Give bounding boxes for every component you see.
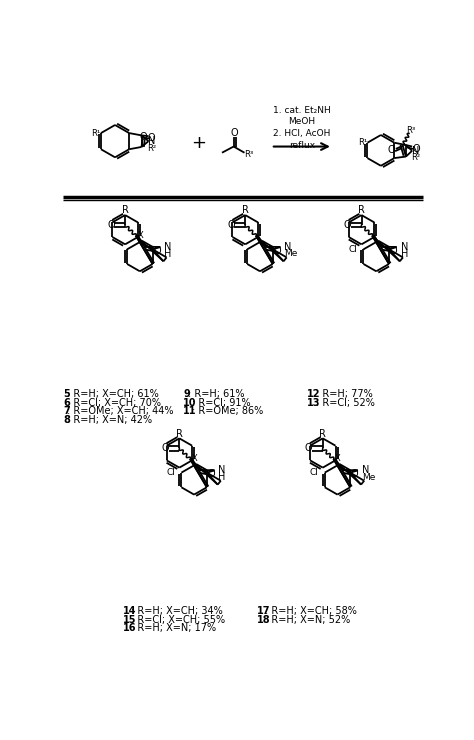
Text: H: H bbox=[164, 249, 172, 259]
Text: : R=Cl; X=CH; 70%: : R=Cl; X=CH; 70% bbox=[67, 397, 161, 408]
Text: MeOH: MeOH bbox=[288, 118, 315, 127]
Text: reflux: reflux bbox=[289, 141, 315, 149]
Text: : R=H; X=CH; 34%: : R=H; X=CH; 34% bbox=[131, 606, 223, 616]
Text: R³: R³ bbox=[244, 149, 253, 159]
Text: 8: 8 bbox=[63, 414, 70, 425]
Text: : R=H; X=CH; 61%: : R=H; X=CH; 61% bbox=[67, 389, 159, 399]
Text: R: R bbox=[122, 206, 128, 215]
Text: O: O bbox=[390, 246, 397, 255]
Text: Cl: Cl bbox=[166, 468, 175, 477]
Text: Cl: Cl bbox=[310, 468, 319, 477]
Text: : R=H; 61%: : R=H; 61% bbox=[188, 389, 244, 399]
Text: O: O bbox=[108, 220, 115, 230]
Text: R¹: R¹ bbox=[358, 138, 367, 147]
Text: H: H bbox=[219, 472, 226, 482]
Text: 6: 6 bbox=[63, 397, 70, 408]
Text: 15: 15 bbox=[123, 615, 137, 625]
Text: N: N bbox=[219, 465, 226, 475]
Text: O: O bbox=[351, 469, 358, 479]
Text: R²: R² bbox=[410, 153, 420, 162]
Text: Me: Me bbox=[362, 473, 375, 482]
Text: X: X bbox=[137, 231, 143, 240]
Text: N: N bbox=[401, 242, 408, 252]
Text: O: O bbox=[387, 145, 395, 155]
Text: 13: 13 bbox=[307, 397, 321, 408]
Text: O: O bbox=[230, 129, 238, 138]
Text: O: O bbox=[273, 246, 281, 255]
Text: O: O bbox=[228, 220, 235, 230]
Text: R: R bbox=[176, 428, 183, 439]
Text: : R=OMe; 86%: : R=OMe; 86% bbox=[192, 406, 263, 416]
Text: : R=OMe; X=CH; 44%: : R=OMe; X=CH; 44% bbox=[67, 406, 174, 416]
Text: N: N bbox=[362, 465, 369, 475]
Text: 2. HCl, AcOH: 2. HCl, AcOH bbox=[273, 129, 330, 138]
Text: 10: 10 bbox=[183, 397, 197, 408]
Text: N: N bbox=[164, 242, 172, 252]
Text: O: O bbox=[148, 132, 155, 143]
Text: X: X bbox=[335, 454, 341, 463]
Text: N: N bbox=[148, 136, 155, 147]
Text: O: O bbox=[412, 144, 420, 154]
Text: 1. cat. Et₂NH: 1. cat. Et₂NH bbox=[273, 106, 331, 115]
Text: : R=Cl; 91%: : R=Cl; 91% bbox=[192, 397, 250, 408]
Text: : R=H; 77%: : R=H; 77% bbox=[316, 389, 373, 399]
Text: 17: 17 bbox=[257, 606, 270, 616]
Text: N: N bbox=[284, 242, 292, 252]
Text: O: O bbox=[162, 443, 169, 454]
Text: X: X bbox=[191, 454, 197, 463]
Text: 16: 16 bbox=[123, 623, 137, 633]
Text: O: O bbox=[153, 246, 161, 255]
Text: : R=Cl; X=CH; 55%: : R=Cl; X=CH; 55% bbox=[131, 615, 226, 625]
Text: O: O bbox=[207, 469, 215, 479]
Text: 7: 7 bbox=[63, 406, 70, 416]
Text: 11: 11 bbox=[183, 406, 197, 416]
Text: R: R bbox=[358, 206, 365, 215]
Text: Me: Me bbox=[284, 249, 298, 258]
Text: O: O bbox=[139, 132, 147, 142]
Text: N: N bbox=[411, 146, 419, 156]
Text: R³: R³ bbox=[406, 126, 415, 135]
Text: Cl: Cl bbox=[348, 245, 357, 254]
Text: +: + bbox=[191, 134, 206, 152]
Text: : R=H; X=N; 17%: : R=H; X=N; 17% bbox=[131, 623, 217, 633]
Text: H: H bbox=[401, 249, 408, 259]
Text: 18: 18 bbox=[257, 615, 271, 625]
Text: : R=H; X=CH; 58%: : R=H; X=CH; 58% bbox=[265, 606, 357, 616]
Text: : R=H; X=N; 42%: : R=H; X=N; 42% bbox=[67, 414, 153, 425]
Text: O: O bbox=[344, 220, 351, 230]
Text: : R=H; X=N; 52%: : R=H; X=N; 52% bbox=[265, 615, 351, 625]
Text: 14: 14 bbox=[123, 606, 137, 616]
Text: O: O bbox=[305, 443, 313, 454]
Text: R²: R² bbox=[147, 144, 156, 152]
Text: R: R bbox=[242, 206, 249, 215]
Text: R: R bbox=[319, 428, 326, 439]
Text: 9: 9 bbox=[183, 389, 190, 399]
Text: : R=Cl; 52%: : R=Cl; 52% bbox=[316, 397, 374, 408]
Text: 12: 12 bbox=[307, 389, 321, 399]
Text: R¹: R¹ bbox=[91, 129, 100, 138]
Text: 5: 5 bbox=[63, 389, 70, 399]
